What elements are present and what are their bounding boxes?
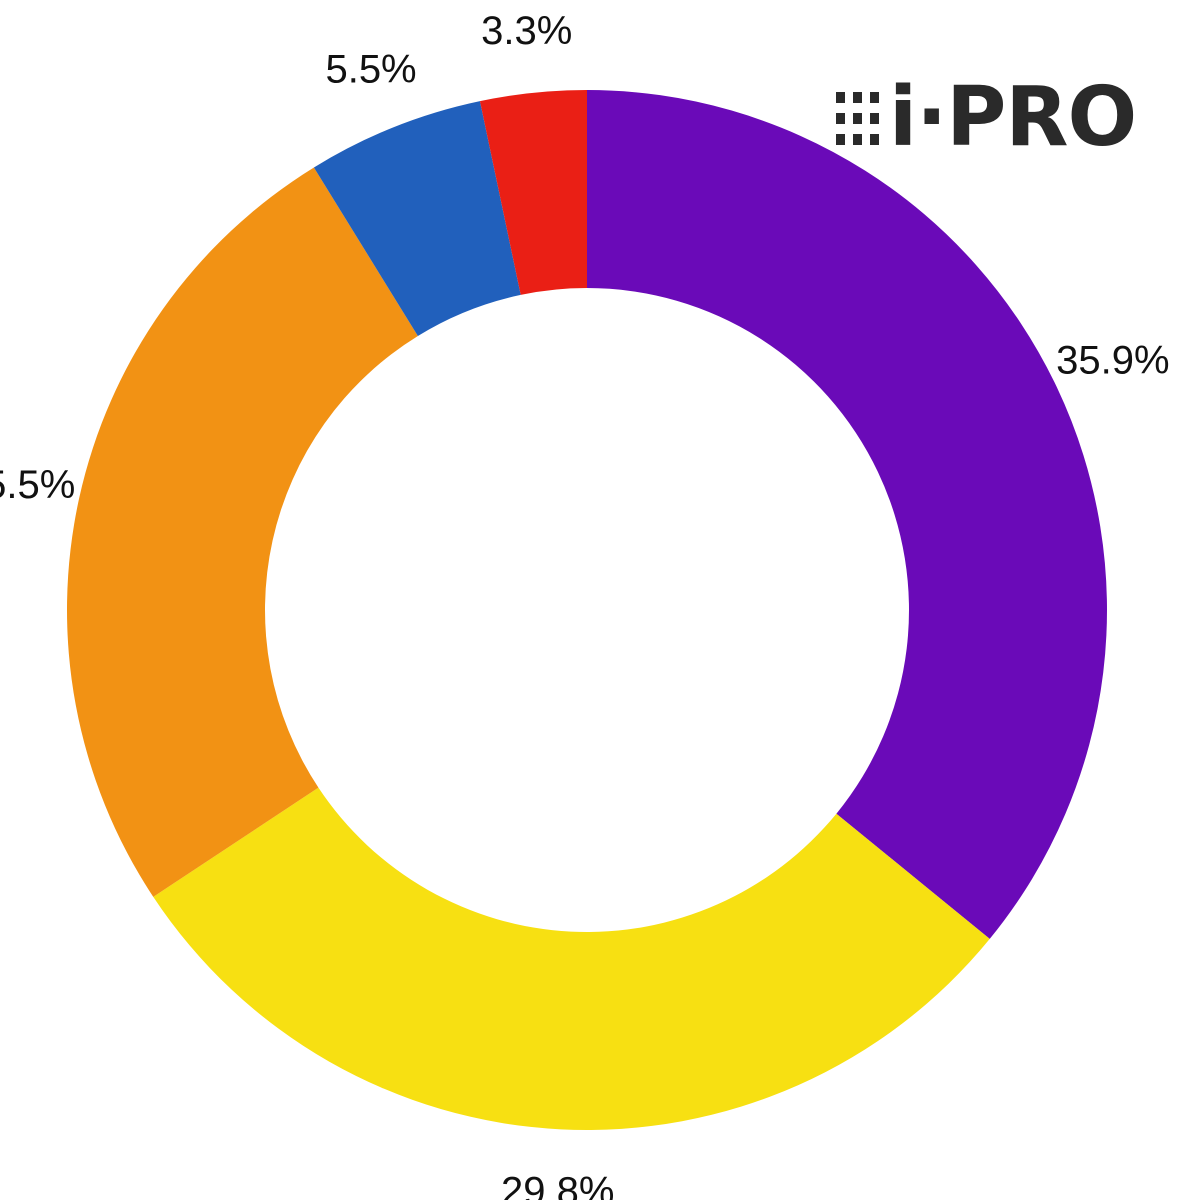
donut-slice-4 <box>313 101 521 336</box>
logo-text: i·PRO <box>889 70 1137 165</box>
slice-label-4: 5.5% <box>325 48 416 92</box>
donut-slices <box>66 90 1107 1130</box>
slice-label-5: 3.3% <box>481 9 572 53</box>
logo-dots-icon <box>836 91 879 145</box>
slice-label-2: 29.8% <box>501 1169 614 1200</box>
donut-slice-5 <box>479 90 587 295</box>
slice-label-3: 25.5% <box>0 463 75 507</box>
ipro-logo: i·PRO <box>836 70 1137 165</box>
donut-slice-1 <box>587 90 1107 939</box>
slice-label-1: 35.9% <box>1056 339 1169 383</box>
donut-slice-3 <box>66 167 418 897</box>
slice-labels: 35.9% 29.8% 25.5% 5.5% 3.3% <box>0 9 1170 1200</box>
donut-slice-2 <box>153 787 990 1130</box>
